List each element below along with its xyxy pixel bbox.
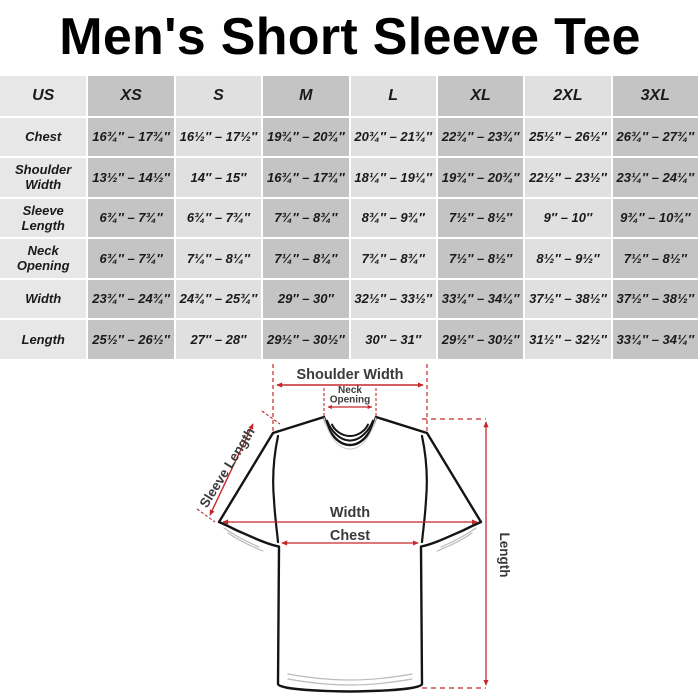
svg-text:Chest: Chest bbox=[330, 528, 370, 544]
svg-text:Opening: Opening bbox=[330, 395, 371, 406]
svg-text:Sleeve Length: Sleeve Length bbox=[197, 425, 258, 511]
svg-text:Width: Width bbox=[330, 505, 370, 521]
svg-text:Length: Length bbox=[497, 533, 512, 578]
svg-text:Shoulder Width: Shoulder Width bbox=[297, 367, 404, 383]
